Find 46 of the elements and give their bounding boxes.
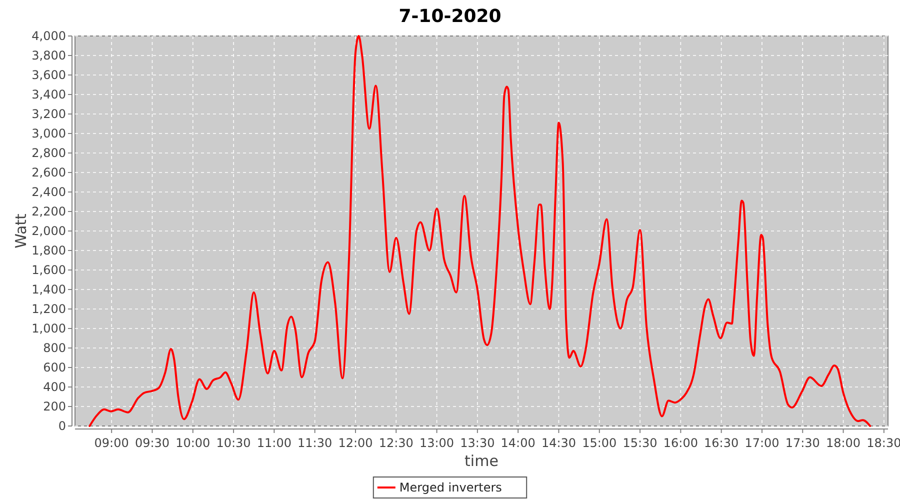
x-tick-label: 16:00	[663, 436, 698, 450]
y-tick-label: 4,000	[32, 29, 66, 43]
y-tick-label: 200	[43, 400, 66, 414]
y-tick-label: 600	[43, 360, 66, 374]
y-tick-label: 2,600	[32, 166, 66, 180]
y-tick-label: 1,000	[32, 322, 66, 336]
x-tick-label: 13:00	[419, 436, 454, 450]
x-tick-label: 18:30	[866, 436, 900, 450]
x-tick-label: 17:30	[785, 436, 820, 450]
y-axis-title: Watt	[12, 213, 30, 248]
y-tick-label: 2,200	[32, 204, 66, 218]
chart-title: 7-10-2020	[398, 6, 502, 27]
y-tick-label: 3,600	[32, 68, 66, 82]
x-tick-label: 11:30	[298, 436, 332, 450]
x-tick-label: 14:00	[500, 436, 536, 450]
x-tick-label: 17:00	[744, 436, 780, 450]
y-tick-label: 3,000	[32, 126, 66, 140]
y-tick-label: 1,800	[32, 244, 66, 258]
x-tick-label: 18:00	[826, 436, 861, 450]
y-tick-label: 800	[43, 341, 66, 355]
y-tick-label: 1,400	[32, 282, 66, 296]
y-tick-label: 400	[43, 380, 66, 394]
x-axis-title: time	[464, 452, 498, 470]
y-tick-label: 3,200	[32, 107, 66, 121]
x-tick-label: 13:30	[460, 436, 495, 450]
y-tick-label: 2,000	[32, 224, 66, 238]
y-tick-label: 3,800	[32, 48, 66, 62]
x-tick-label: 15:00	[582, 436, 617, 450]
x-tick-label: 11:00	[256, 436, 292, 450]
line-series	[88, 35, 872, 427]
y-tick-label: 0	[58, 419, 66, 433]
x-tick-label: 16:30	[704, 436, 739, 450]
y-tick-label: 2,800	[32, 146, 66, 160]
x-tick-label: 09:00	[94, 436, 129, 450]
y-tick-label: 3,400	[32, 88, 66, 102]
x-tick-label: 15:30	[622, 436, 658, 450]
y-tick-label: 2,400	[32, 185, 66, 199]
x-tick-label: 10:30	[216, 436, 251, 450]
legend-label: Merged inverters	[399, 480, 502, 494]
x-tick-label: 09:30	[134, 436, 170, 450]
x-tick-label: 14:30	[541, 436, 576, 450]
y-tick-label: 1,600	[32, 263, 66, 277]
x-tick-label: 10:00	[176, 436, 210, 450]
x-tick-label: 12:30	[378, 436, 414, 450]
y-tick-label: 1,200	[32, 302, 66, 316]
x-tick-label: 12:00	[338, 436, 373, 450]
